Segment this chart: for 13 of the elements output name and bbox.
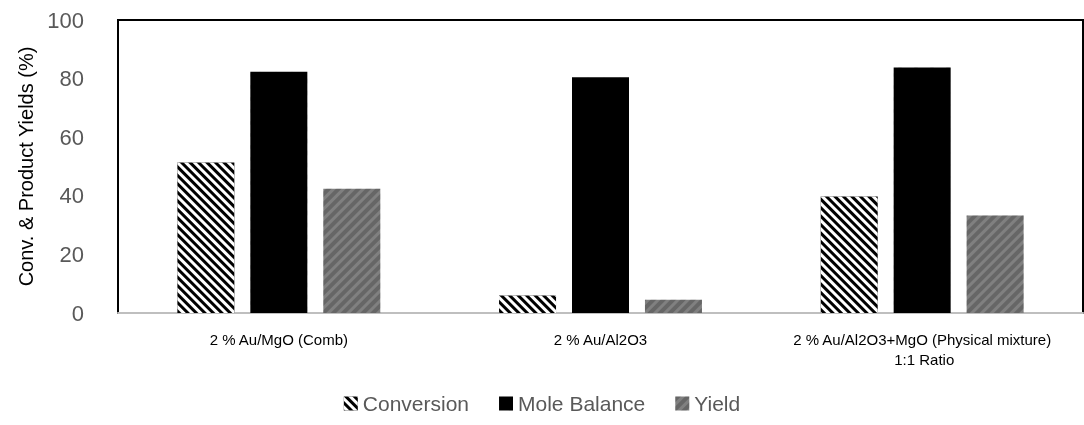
y-tick-label: 40 xyxy=(59,183,84,209)
y-tick-label: 80 xyxy=(59,66,84,92)
legend-label: Conversion xyxy=(362,392,470,415)
y-tick-label: 0 xyxy=(71,300,84,326)
legend-label: Yield xyxy=(694,392,741,415)
x-tick-label: 2 % Au/MgO (Comb) xyxy=(209,330,349,348)
x-tick-label: 2 % Au/Al2O3+MgO (Physical mixture) 1:1 Ratio xyxy=(793,330,1052,368)
y-tick-label: 100 xyxy=(47,7,84,33)
legend-label: Mole Balance xyxy=(518,392,646,415)
y-axis-title: Conv. & Product Yields (%) xyxy=(15,46,38,287)
y-tick-label: 20 xyxy=(59,241,84,267)
y-tick-label: 60 xyxy=(59,124,84,150)
x-tick-label: 2 % Au/Al2O3 xyxy=(553,330,648,348)
